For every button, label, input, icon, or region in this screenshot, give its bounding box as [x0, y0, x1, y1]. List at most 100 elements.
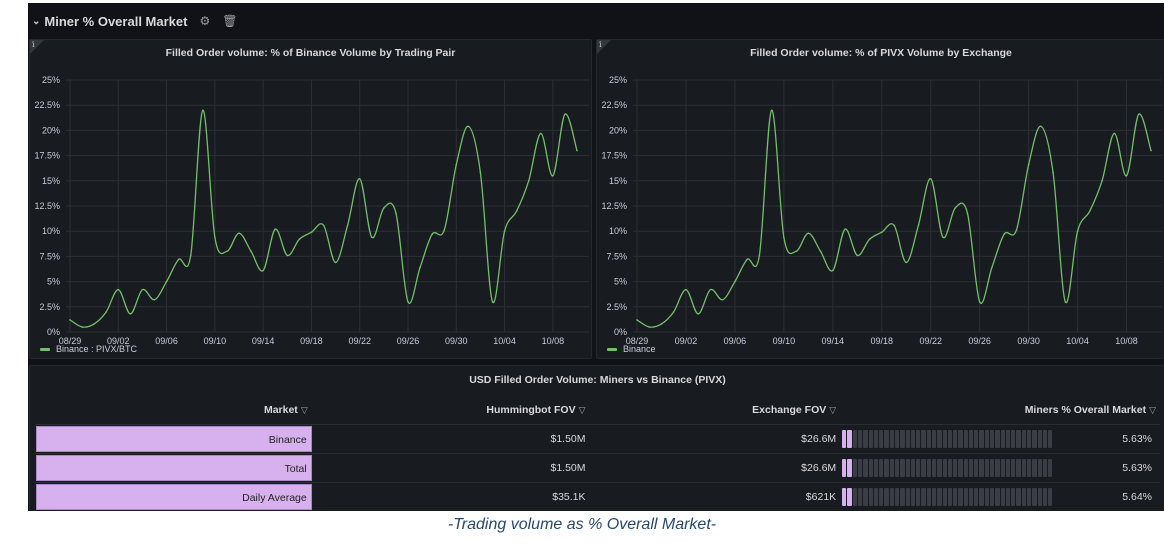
panel-title[interactable]: USD Filled Order Volume: Miners vs Binan… [469, 374, 726, 386]
data-point [1003, 233, 1005, 236]
table-row[interactable]: Total $1.50M $26.6M 5.63% [36, 453, 1160, 483]
gauge-cell [953, 430, 958, 448]
data-point [734, 280, 736, 283]
y-tick-label: 25% [42, 75, 60, 85]
info-corner[interactable] [597, 40, 611, 54]
gauge-cell [1011, 430, 1016, 448]
gauge-cell [879, 459, 884, 477]
filter-icon[interactable]: ▽ [578, 405, 586, 415]
filter-icon[interactable]: ▽ [300, 405, 308, 415]
panel-binance-by-pair[interactable]: i Filled Order volume: % of Binance Volu… [29, 39, 592, 359]
gauge-cell [1037, 430, 1042, 448]
legend-label[interactable]: Binance : PIVX/BTC [56, 344, 138, 354]
col-header-exchange[interactable]: Exchange FOV ▽ [591, 396, 843, 425]
cell-hummingbot: $35.1K [311, 482, 592, 511]
gauge-cell [1000, 459, 1005, 477]
gauge-cell [926, 459, 931, 477]
row-title[interactable]: Miner % Overall Market [44, 13, 188, 29]
data-point [856, 254, 859, 257]
x-tick-label: 09/06 [155, 336, 178, 346]
gauge-cell [1021, 488, 1027, 506]
filter-icon[interactable]: ▽ [829, 405, 837, 415]
gauge-cell [1000, 488, 1005, 506]
gauge-cell [947, 488, 953, 506]
gauge-cell [931, 430, 937, 448]
gauge-cell [1032, 459, 1037, 477]
data-point [1125, 174, 1128, 177]
data-point [431, 233, 433, 236]
gauge-value: 5.64% [1122, 491, 1152, 503]
trash-icon[interactable]: 🗑 [222, 14, 238, 28]
table-row[interactable]: Daily Average $35.1K $621K 5.64% [36, 482, 1160, 511]
col-header-hummingbot[interactable]: Hummingbot FOV ▽ [311, 396, 592, 425]
legend[interactable]: Binance [607, 344, 656, 354]
gauge-cell [916, 430, 921, 448]
data-point [576, 149, 578, 152]
panel-title[interactable]: Filled Order volume: % of PIVX Volume by… [750, 47, 1012, 59]
panel-title[interactable]: Filled Order volume: % of Binance Volume… [165, 47, 456, 59]
data-point [479, 171, 482, 174]
data-point [1150, 149, 1152, 152]
gauge-cell [995, 459, 1000, 477]
data-point [880, 231, 883, 234]
gauge-cell [1000, 430, 1005, 448]
data-point [1052, 171, 1054, 174]
info-corner[interactable] [30, 40, 44, 54]
market-label: Total [36, 455, 312, 481]
data-point [443, 229, 446, 231]
gear-icon[interactable]: ⚙ [199, 14, 211, 28]
gauge-cell [926, 488, 931, 506]
gauge-cell [931, 488, 937, 506]
cell-miners: 5.64% [842, 482, 1160, 511]
bar-gauge [842, 459, 1053, 477]
legend[interactable]: Binance : PIVX/BTC [40, 344, 137, 354]
x-tick-label: 09/10 [204, 336, 227, 346]
x-tick-label: 09/26 [968, 336, 991, 346]
data-point [709, 288, 712, 291]
filter-icon[interactable]: ▽ [1149, 405, 1156, 415]
data-point [1137, 113, 1140, 116]
y-tick-label: 2.5% [39, 302, 60, 312]
gauge-cell [1016, 459, 1021, 477]
chevron-down-icon[interactable]: ⌄ [32, 15, 41, 27]
gauge-cell [990, 459, 995, 477]
info-icon[interactable]: i [599, 40, 602, 49]
line-chart: 0% 2.5% 5% 7.5% 10% 12.5% 15% 17.5% 20% 22.5% 25% 0… [601, 75, 1163, 346]
series-line[interactable] [69, 109, 578, 328]
data-point [783, 236, 785, 239]
data-point [238, 232, 240, 235]
y-tick-label: 7.5% [39, 251, 60, 261]
gauge-cell [979, 430, 984, 448]
x-tick-label: 09/22 [919, 336, 942, 346]
cell-market: Total [36, 453, 312, 483]
y-tick-label: 12.5% [34, 201, 60, 211]
panel-fov-table[interactable]: USD Filled Order Volume: Miners vs Binan… [29, 365, 1164, 511]
series-line[interactable] [636, 109, 1152, 328]
gauge-cell [847, 488, 852, 506]
data-point [929, 177, 932, 180]
legend-label[interactable]: Binance [623, 344, 656, 354]
cell-exchange: $26.6M [591, 424, 843, 454]
panel-pivx-by-exchange[interactable]: i Filled Order volume: % of PIVX Volume … [596, 39, 1164, 359]
y-tick-label: 20% [609, 125, 627, 135]
row-header[interactable]: ⌄ Miner % Overall Market ⚙ 🗑 [28, 3, 1164, 39]
data-point [117, 288, 120, 291]
info-icon[interactable]: i [32, 40, 35, 49]
col-header-market[interactable]: Market ▽ [36, 396, 312, 425]
gauge-cell [942, 488, 947, 506]
data-point [1113, 132, 1116, 135]
data-point [383, 207, 385, 209]
gauge-cell [858, 430, 863, 448]
gauge-cell [1027, 459, 1032, 477]
y-tick-label: 0% [47, 327, 60, 337]
data-point [1027, 163, 1030, 166]
gauge-cell [894, 430, 900, 448]
data-point [214, 236, 216, 239]
data-point [564, 113, 566, 116]
y-tick-label: 15% [42, 176, 60, 186]
figure-caption: -Trading volume as % Overall Market- [447, 516, 717, 533]
y-tick-label: 2.5% [606, 302, 627, 312]
table-row[interactable]: Binance $1.50M $26.6M 5.63% [36, 424, 1160, 454]
col-header-miners[interactable]: Miners % Overall Market ▽ [842, 396, 1160, 425]
data-point [129, 313, 132, 315]
